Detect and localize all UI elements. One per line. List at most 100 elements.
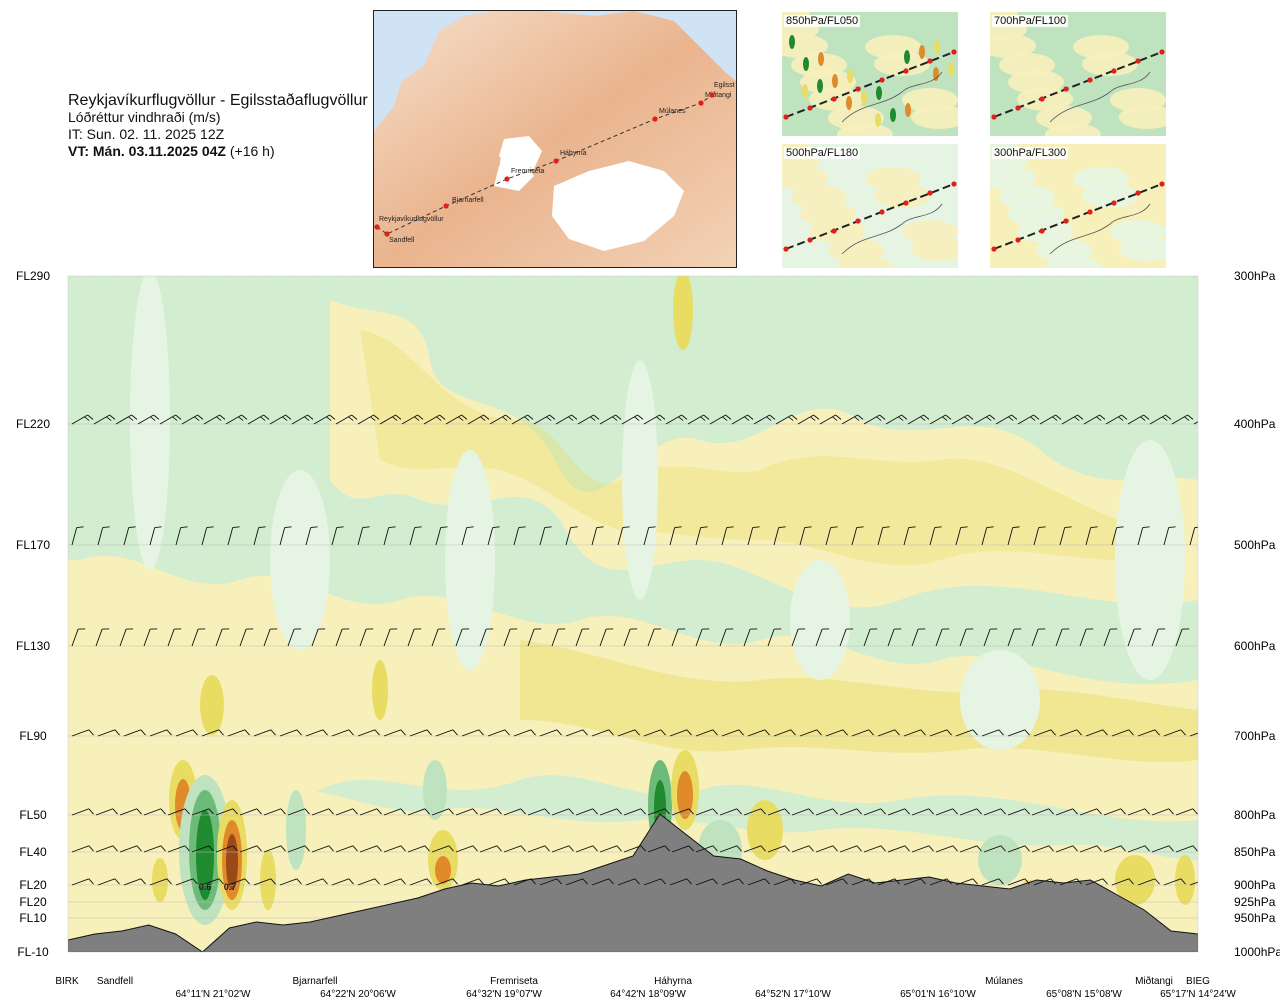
barb-shaft — [149, 729, 168, 737]
barb-flag — [1008, 416, 1014, 421]
panel-cell — [861, 91, 867, 105]
wind-barb — [539, 878, 562, 886]
wind-barb — [623, 845, 646, 853]
barb-flag — [374, 878, 380, 885]
barb-shaft — [479, 628, 487, 647]
wind-barb — [143, 808, 166, 816]
barb-shaft — [951, 414, 968, 425]
wind-barb — [1137, 729, 1160, 737]
wind-barb — [402, 276, 403, 277]
wind-barb — [215, 845, 238, 853]
barb-shaft — [455, 808, 474, 816]
barb-flag — [530, 878, 536, 885]
barb-shaft — [959, 808, 978, 816]
barb-shaft — [721, 729, 740, 737]
waypoint-label: Sandfell — [97, 976, 133, 987]
route-point-label: Sandfell — [389, 237, 415, 244]
barb-shaft — [1172, 276, 1173, 277]
barb-flag — [87, 414, 94, 420]
wind-barb — [951, 414, 974, 425]
barb-shaft — [1127, 628, 1135, 647]
barb-shaft — [119, 845, 138, 853]
wind-barb — [204, 276, 205, 277]
route-title: Reykjavíkurflugvöllur - Egilsstaðaflugvö… — [68, 92, 368, 109]
wind-barb — [1111, 729, 1134, 737]
barb-flag — [114, 729, 120, 736]
barb-flag — [920, 416, 926, 421]
panel-point — [927, 190, 933, 196]
wind-barb — [253, 729, 276, 737]
barb-flag — [638, 267, 643, 271]
wind-barb — [311, 845, 334, 853]
wind-barb — [409, 729, 432, 737]
barb-shaft — [643, 729, 662, 737]
wind-barb — [513, 729, 536, 737]
barb-shaft — [380, 276, 381, 277]
barb-flag — [492, 526, 500, 529]
barb-flag — [778, 526, 786, 529]
wind-barb — [143, 845, 166, 853]
wind-barb — [825, 729, 848, 737]
wind-barb — [115, 414, 138, 425]
barb-flag — [192, 878, 198, 885]
barb-flag — [506, 267, 511, 271]
barb-shaft — [215, 845, 234, 853]
barb-flag — [972, 729, 978, 736]
wind-barb — [617, 878, 640, 886]
wind-barb — [983, 628, 998, 647]
wind-barb — [799, 878, 822, 886]
barb-flag — [88, 808, 94, 815]
barb-shaft — [123, 729, 142, 737]
barb-shaft — [575, 808, 594, 816]
barb-flag — [219, 414, 226, 420]
wind-barb — [839, 845, 862, 853]
wind-barb — [335, 414, 358, 425]
wind-barb — [959, 808, 982, 816]
barb-flag — [857, 414, 864, 420]
sea-northwest — [374, 11, 434, 111]
barb-shaft — [719, 845, 738, 853]
route-points-group: Reykjavíkurflugvöllur Sandfell Bjarnarfell… — [374, 82, 735, 244]
cell-yellow-7 — [372, 660, 388, 720]
wind-barb — [167, 808, 190, 816]
barb-shaft — [461, 729, 480, 737]
barb-flag — [484, 267, 489, 271]
barb-shaft — [336, 276, 337, 277]
wind-barb — [1033, 878, 1056, 886]
barb-flag — [348, 416, 354, 421]
panel-patch — [874, 184, 930, 208]
wind-barb — [1189, 732, 1198, 737]
barb-shaft — [71, 628, 79, 647]
barb-shaft — [489, 414, 506, 425]
wind-barb — [959, 628, 974, 647]
barb-shaft — [191, 845, 210, 853]
barb-shaft — [623, 808, 642, 816]
wind-barb — [455, 628, 470, 647]
wind-barb — [955, 878, 978, 886]
barb-flag — [1024, 808, 1030, 815]
barb-shaft — [181, 414, 198, 425]
wind-barb — [72, 276, 73, 277]
wind-barb — [423, 414, 446, 425]
barb-shaft — [996, 276, 997, 277]
barb-shaft — [227, 729, 246, 737]
barb-shaft — [1137, 878, 1156, 886]
barb-shaft — [815, 808, 834, 816]
wind-barb — [1137, 878, 1160, 886]
barb-shaft — [591, 729, 610, 737]
barb-flag — [376, 808, 382, 815]
barb-flag — [232, 526, 240, 529]
barb-shaft — [973, 414, 990, 425]
barb-flag — [88, 729, 94, 736]
panel-point — [879, 77, 885, 83]
barb-flag — [180, 526, 188, 529]
wind-barb — [201, 526, 214, 546]
barb-shaft — [94, 276, 95, 277]
barb-flag — [330, 267, 335, 271]
barb-flag — [830, 526, 838, 529]
wind-barb — [1149, 414, 1172, 425]
barb-shaft — [1061, 414, 1078, 425]
barb-flag — [307, 414, 314, 420]
barb-flag — [520, 845, 526, 852]
wind-barb — [591, 878, 614, 886]
